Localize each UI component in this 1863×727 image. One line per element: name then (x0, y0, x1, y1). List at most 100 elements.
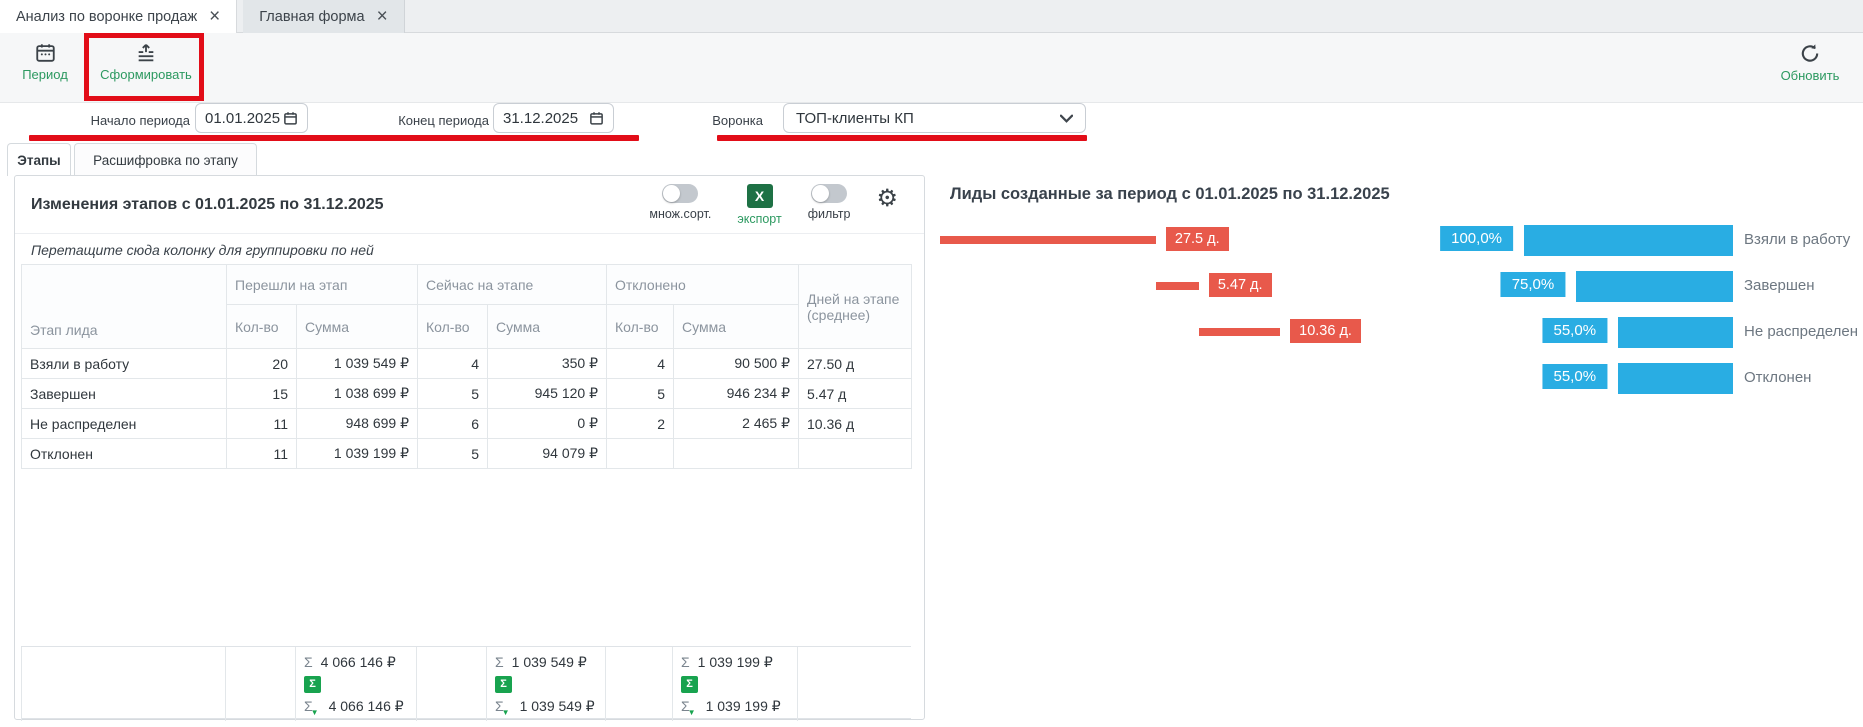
table-cell[interactable]: Завершен (21, 378, 227, 409)
table-cell[interactable]: 27.50 д (798, 348, 913, 379)
col-header-stage[interactable]: Этап лида (21, 264, 227, 349)
table-cell[interactable] (606, 438, 674, 469)
generate-report-icon (138, 44, 154, 62)
table-cell[interactable]: 94 079 ₽ (487, 438, 607, 469)
chevron-down-icon (1060, 114, 1073, 123)
funnel-days-bar[interactable] (1198, 328, 1281, 336)
col-header-sum[interactable]: Сумма (672, 304, 800, 349)
table-cell[interactable]: Не распределен (21, 408, 227, 439)
table-cell[interactable] (798, 438, 913, 469)
table-cell[interactable]: 5 (417, 438, 488, 469)
table-cell[interactable]: 5 (606, 378, 674, 409)
funnel-stage-label: Не распределен (1744, 323, 1858, 340)
col-header-qty[interactable]: Кол-во (417, 304, 488, 349)
funnel-stage-label: Отклонен (1744, 369, 1812, 386)
col-header-days[interactable]: Дней на этапе (среднее) (798, 264, 913, 349)
table-cell[interactable]: 948 699 ₽ (296, 408, 418, 439)
totals-cell-now-sum: Σ 1 039 549 ₽ Σ Σ▼ 1 039 549 ₽ (487, 647, 606, 721)
tab-label: Анализ по воронке продаж (16, 8, 198, 25)
filter-toggle[interactable]: фильтр (807, 183, 851, 221)
col-header-sum[interactable]: Сумма (487, 304, 607, 349)
funnel-bar[interactable] (1618, 317, 1733, 348)
col-group-rejected[interactable]: Отклонено (605, 264, 800, 305)
table-row[interactable]: Отклонен 11 1 039 199 ₽5 94 079 ₽ (21, 438, 913, 469)
toggle-off-icon[interactable] (662, 183, 699, 203)
stage-table-body: Взяли в работу 20 1 039 549 ₽4 350 ₽4 90 500… (21, 348, 913, 469)
totals-cell (417, 647, 487, 721)
calendar-icon[interactable] (589, 111, 604, 126)
table-cell[interactable]: 5.47 д (798, 378, 913, 409)
funnel-days-bar[interactable] (940, 236, 1156, 244)
table-cell[interactable]: 946 234 ₽ (672, 378, 800, 409)
table-cell[interactable]: 0 ₽ (487, 408, 607, 439)
table-cell[interactable]: 2 465 ₽ (672, 408, 800, 439)
table-cell[interactable]: 11 (226, 438, 297, 469)
table-cell[interactable]: 5 (417, 378, 488, 409)
table-cell[interactable]: 15 (226, 378, 297, 409)
table-cell[interactable]: 11 (226, 408, 297, 439)
table-cell[interactable]: 4 (417, 348, 488, 379)
funnel-bar[interactable] (1524, 225, 1733, 256)
table-cell[interactable]: 20 (226, 348, 297, 379)
refresh-button[interactable]: Обновить (1778, 42, 1842, 83)
gear-icon[interactable]: ⚙ (876, 183, 898, 212)
table-cell[interactable]: 90 500 ₽ (672, 348, 800, 379)
table-cell[interactable]: 2 (606, 408, 674, 439)
funnel-days-label: 5.47 д. (1208, 273, 1272, 297)
table-cell[interactable]: 1 038 699 ₽ (296, 378, 418, 409)
export-label: экспорт (737, 211, 782, 226)
funnel-days-bar[interactable] (1155, 282, 1199, 290)
subtab-stage-details[interactable]: Расшифровка по этапу (74, 143, 257, 176)
period-button-label: Период (22, 67, 68, 82)
tab-main-form[interactable]: Главная форма × (243, 0, 405, 33)
total-value: 1 039 549 ₽ (511, 653, 587, 670)
table-cell[interactable]: 10.36 д (798, 408, 913, 439)
totals-cell-moved-sum: Σ 4 066 146 ₽ Σ Σ▼ 4 066 146 ₽ (296, 647, 417, 721)
funnel-days-label: 10.36 д. (1290, 319, 1361, 343)
col-header-qty[interactable]: Кол-во (606, 304, 674, 349)
calendar-icon[interactable] (283, 111, 298, 126)
table-cell[interactable]: 945 120 ₽ (487, 378, 607, 409)
funnel-bar[interactable] (1618, 363, 1733, 394)
period-button[interactable]: Период (14, 42, 76, 82)
funnel-select[interactable]: ТОП-клиенты КП (783, 103, 1086, 133)
multisort-toggle[interactable]: множ.сорт. (649, 183, 711, 221)
sigma-badge-icon[interactable]: Σ (681, 675, 698, 693)
table-cell[interactable] (672, 438, 800, 469)
table-cell[interactable]: Отклонен (21, 438, 227, 469)
table-cell[interactable]: 350 ₽ (487, 348, 607, 379)
table-cell[interactable]: 1 039 199 ₽ (296, 438, 418, 469)
funnel-bar[interactable] (1576, 271, 1733, 302)
export-button[interactable]: X экспорт (737, 183, 782, 226)
toggle-off-icon[interactable] (811, 183, 848, 203)
excel-icon[interactable]: X (746, 183, 773, 208)
window-tabbar: Анализ по воронке продаж × Главная форма… (0, 0, 1863, 33)
sigma-icon: Σ (304, 654, 313, 670)
col-header-sum[interactable]: Сумма (296, 304, 418, 349)
subtab-stages[interactable]: Этапы (7, 143, 71, 176)
sigma-badge-icon[interactable]: Σ (495, 675, 512, 693)
col-header-qty[interactable]: Кол-во (226, 304, 297, 349)
table-row[interactable]: Не распределен 11 948 699 ₽6 0 ₽2 2 465 ₽10.… (21, 408, 913, 439)
stages-panel: Изменения этапов с 01.01.2025 по 31.12.2… (14, 175, 925, 721)
col-group-now[interactable]: Сейчас на этапе (417, 264, 607, 305)
funnel-percent-badge: 55,0% (1542, 364, 1608, 389)
generate-button[interactable]: Сформировать (92, 42, 200, 82)
leads-funnel-panel: Лиды созданные за период с 01.01.2025 по… (940, 175, 1863, 727)
table-cell[interactable]: 4 (606, 348, 674, 379)
table-cell[interactable]: Взяли в работу (21, 348, 227, 379)
table-row[interactable]: Завершен 15 1 038 699 ₽5 945 120 ₽5 946 234 … (21, 378, 913, 409)
end-period-input[interactable]: 31.12.2025 (493, 103, 614, 133)
totals-cell (606, 647, 673, 721)
table-row[interactable]: Взяли в работу 20 1 039 549 ₽4 350 ₽4 90 500… (21, 348, 913, 379)
table-cell[interactable]: 1 039 549 ₽ (296, 348, 418, 379)
table-cell[interactable]: 6 (417, 408, 488, 439)
tab-funnel-analysis[interactable]: Анализ по воронке продаж × (0, 0, 238, 33)
start-period-input[interactable]: 01.01.2025 (195, 103, 308, 133)
filter-label: фильтр (807, 206, 851, 221)
funnel-days-label: 27.5 д. (1165, 227, 1229, 251)
close-icon[interactable]: × (209, 6, 221, 27)
col-group-moved[interactable]: Перешли на этап (226, 264, 418, 305)
sigma-badge-icon[interactable]: Σ (304, 675, 321, 693)
close-icon[interactable]: × (376, 6, 388, 27)
